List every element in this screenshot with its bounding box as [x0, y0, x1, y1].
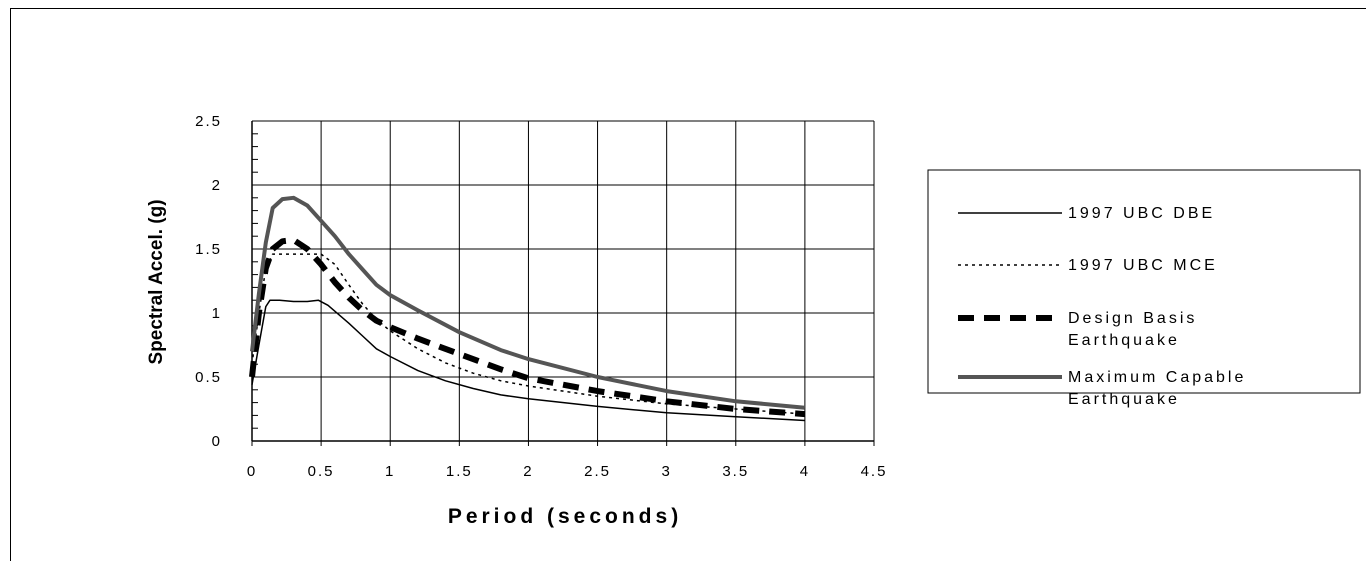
legend-label-1: 1997 UBC DBE: [1068, 205, 1215, 222]
x-tick-label: 1: [385, 463, 395, 480]
x-tick-label: 2.5: [584, 463, 611, 480]
y-tick-label: 1: [212, 305, 222, 322]
chart-frame: [10, 8, 1366, 561]
x-tick-label: 3: [661, 463, 671, 480]
x-tick-label: 0.5: [308, 463, 335, 480]
legend-label-4: Maximum Capable: [1068, 369, 1246, 386]
grid-lines: [251, 120, 875, 446]
x-tick-label: 0: [247, 463, 257, 480]
legend-label-3-line2: Earthquake: [1068, 332, 1180, 349]
legend-label-2: 1997 UBC MCE: [1068, 257, 1218, 274]
legend-box: [927, 169, 1361, 394]
legend-label-4-line2: Earthquake: [1068, 391, 1180, 408]
tick-labels: 0 0.5 1 1.5 2 2.5 3 3.5 4 4.5 0 0.5 1 1.5 2 2.5: [195, 113, 888, 480]
legend: 1997 UBC DBE 1997 UBC MCE Design Basis Eart…: [927, 169, 1361, 408]
y-axis-title: Spectral Accel. (g): [146, 199, 167, 364]
x-tick-label: 1.5: [446, 463, 473, 480]
y-tick-label: 0: [212, 433, 222, 450]
y-tick-label: 0.5: [195, 369, 222, 386]
series-line-3: [249, 237, 806, 418]
legend-label-3: Design Basis: [1068, 310, 1197, 327]
series-line-1: [251, 299, 805, 422]
x-tick-label: 2: [523, 463, 533, 480]
series-line-4: [250, 195, 806, 410]
x-tick-label: 4: [800, 463, 810, 480]
y-tick-label: 2: [212, 177, 222, 194]
x-axis-title: Period (seconds): [448, 505, 682, 528]
y-tick-label: 2.5: [195, 113, 222, 130]
y-tick-label: 1.5: [195, 241, 222, 258]
x-tick-label: 4.5: [861, 463, 888, 480]
x-tick-label: 3.5: [722, 463, 749, 480]
series-lines: [249, 195, 806, 422]
